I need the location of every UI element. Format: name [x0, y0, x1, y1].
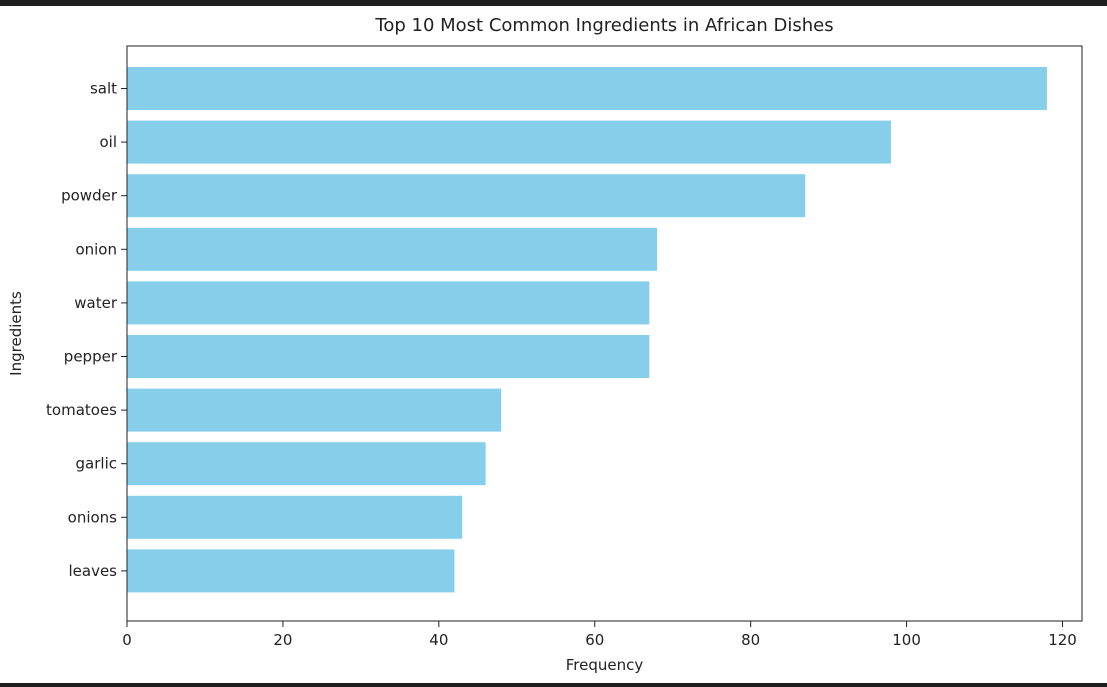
y-axis-ticks: salt oil powder onion water pepper tomatoes gar… [46, 80, 127, 580]
x-tick-label: 80 [741, 631, 760, 649]
x-tick-label: 100 [892, 631, 921, 649]
chart-title: Top 10 Most Common Ingredients in Africa… [374, 15, 833, 36]
y-tick-label: powder [61, 187, 118, 205]
bar-tomatoes [127, 388, 502, 432]
x-axis-label: Frequency [566, 656, 644, 674]
y-tick-label: pepper [64, 348, 118, 366]
x-axis-ticks: 0 20 40 60 80 100 120 [122, 621, 1077, 649]
y-axis-label: Ingredients [7, 291, 25, 376]
bar-garlic [127, 442, 486, 486]
y-tick-label: garlic [76, 455, 117, 473]
chart-canvas: Top 10 Most Common Ingredients in Africa… [0, 6, 1107, 683]
x-tick-label: 40 [429, 631, 448, 649]
bars-group [127, 67, 1047, 593]
plot-area-frame [126, 45, 1083, 622]
y-tick-label: onions [68, 508, 118, 526]
bar-pepper [127, 335, 650, 378]
bar-oil [127, 120, 891, 164]
bar-onions [127, 495, 463, 539]
x-tick-label: 60 [585, 631, 604, 649]
bar-water [127, 281, 650, 325]
y-tick-label: tomatoes [46, 401, 117, 419]
x-tick-label: 20 [273, 631, 292, 649]
x-tick-label: 0 [122, 631, 132, 649]
bar-salt [127, 67, 1047, 110]
bar-chart: Top 10 Most Common Ingredients in Africa… [7, 15, 1083, 674]
y-tick-label: onion [75, 240, 117, 258]
bar-onion [127, 227, 658, 271]
y-tick-label: water [74, 294, 118, 312]
y-tick-label: salt [90, 80, 117, 98]
x-tick-label: 120 [1048, 631, 1077, 649]
y-tick-label: leaves [68, 562, 117, 580]
bar-powder [127, 174, 806, 218]
y-tick-label: oil [99, 133, 117, 151]
bar-leaves [127, 549, 455, 593]
